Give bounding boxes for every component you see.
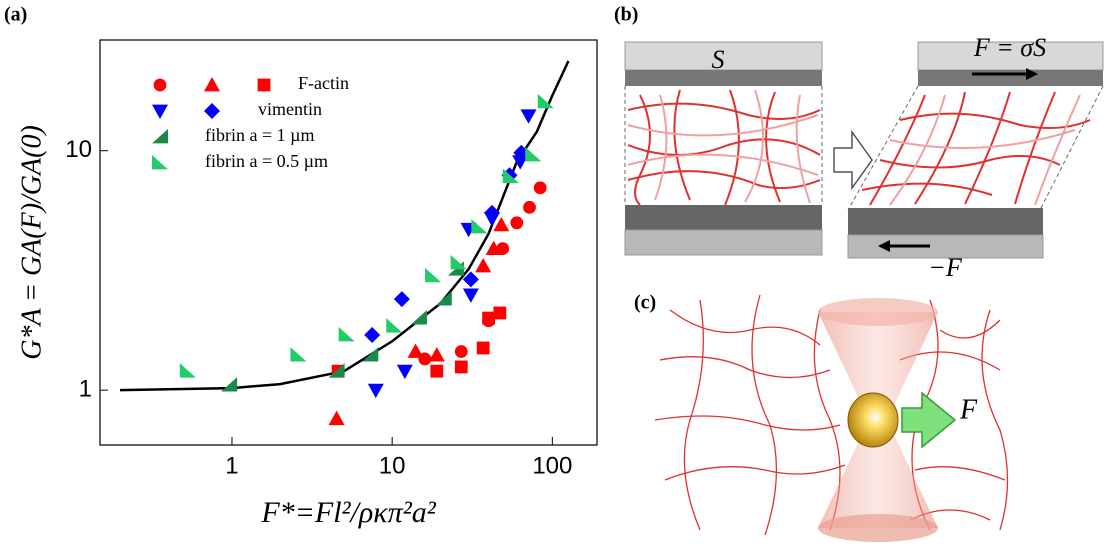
legend-marker [257,78,271,92]
data-point [396,364,413,380]
data-point [407,343,424,358]
data-point [393,291,410,308]
data-point [364,326,381,343]
data-point [338,326,355,342]
data-point [454,360,468,374]
legend-marker [152,104,168,119]
force-label: −F [928,253,963,282]
plot-frame [99,39,598,446]
data-point [482,311,496,325]
shear-diagram: S F = σS −F [624,33,1104,282]
data-point [525,146,542,162]
data-point [476,341,490,355]
data-point [425,267,442,283]
x-tick-label: 10 [379,452,406,479]
legend-marker [204,77,220,92]
data-point [462,288,479,303]
data-point [410,310,427,325]
data-point [435,291,452,306]
chart: 1 10 100 1 10 F*=Fl²/ρκπ²a² G*A = GA(F)/GA(0) F… [16,39,598,529]
force-label: F [959,394,978,425]
legend-marker [152,155,168,170]
fit-curve [119,60,570,392]
data-point [483,204,500,221]
data-point [362,347,379,362]
panel-label: (b) [614,4,638,26]
data-point [450,254,467,270]
data-point [537,93,554,109]
data-point [454,345,468,358]
legend-marker [153,78,167,92]
data-point [462,271,479,288]
data-point [328,363,345,378]
x-axis-label: F*=Fl²/ρκπ²a² [260,496,436,529]
x-tick-label: 1 [225,452,238,479]
data-point [475,257,492,273]
data-point [493,216,510,232]
data-point [428,347,445,362]
data-point [290,347,307,362]
data-point [179,363,196,378]
data-point [533,181,547,195]
data-point [221,377,238,392]
x-tick-label: 100 [532,452,572,479]
data-point [386,318,403,333]
y-tick-label: 1 [79,375,92,402]
legend-marker [152,129,168,144]
data-point [502,168,519,183]
data-point [523,200,536,214]
legend-label: fibrin a = 1 µm [205,125,315,145]
data-point [367,383,384,399]
data-point [510,216,524,230]
data-point [328,410,345,426]
legend-label: vimentin [258,99,322,119]
legend-label: fibrin a = 0.5 µm [205,151,328,171]
data-point [471,219,488,234]
y-tick-label: 10 [65,136,92,163]
panel-label: (a) [4,4,27,26]
data-point [485,240,502,256]
data-point [512,155,529,170]
data-point [493,306,507,320]
legend-marker [204,103,220,119]
y-axis-label: G*A = GA(F)/GA(0) [16,125,47,360]
legend-label: F-actin [298,73,349,93]
data-point [520,109,537,124]
force-label: F = σS [973,33,1046,62]
data-point [430,364,444,378]
optical-trap-diagram: F [654,294,1009,542]
panel-label: (c) [634,292,656,314]
plate-label: S [712,45,725,74]
